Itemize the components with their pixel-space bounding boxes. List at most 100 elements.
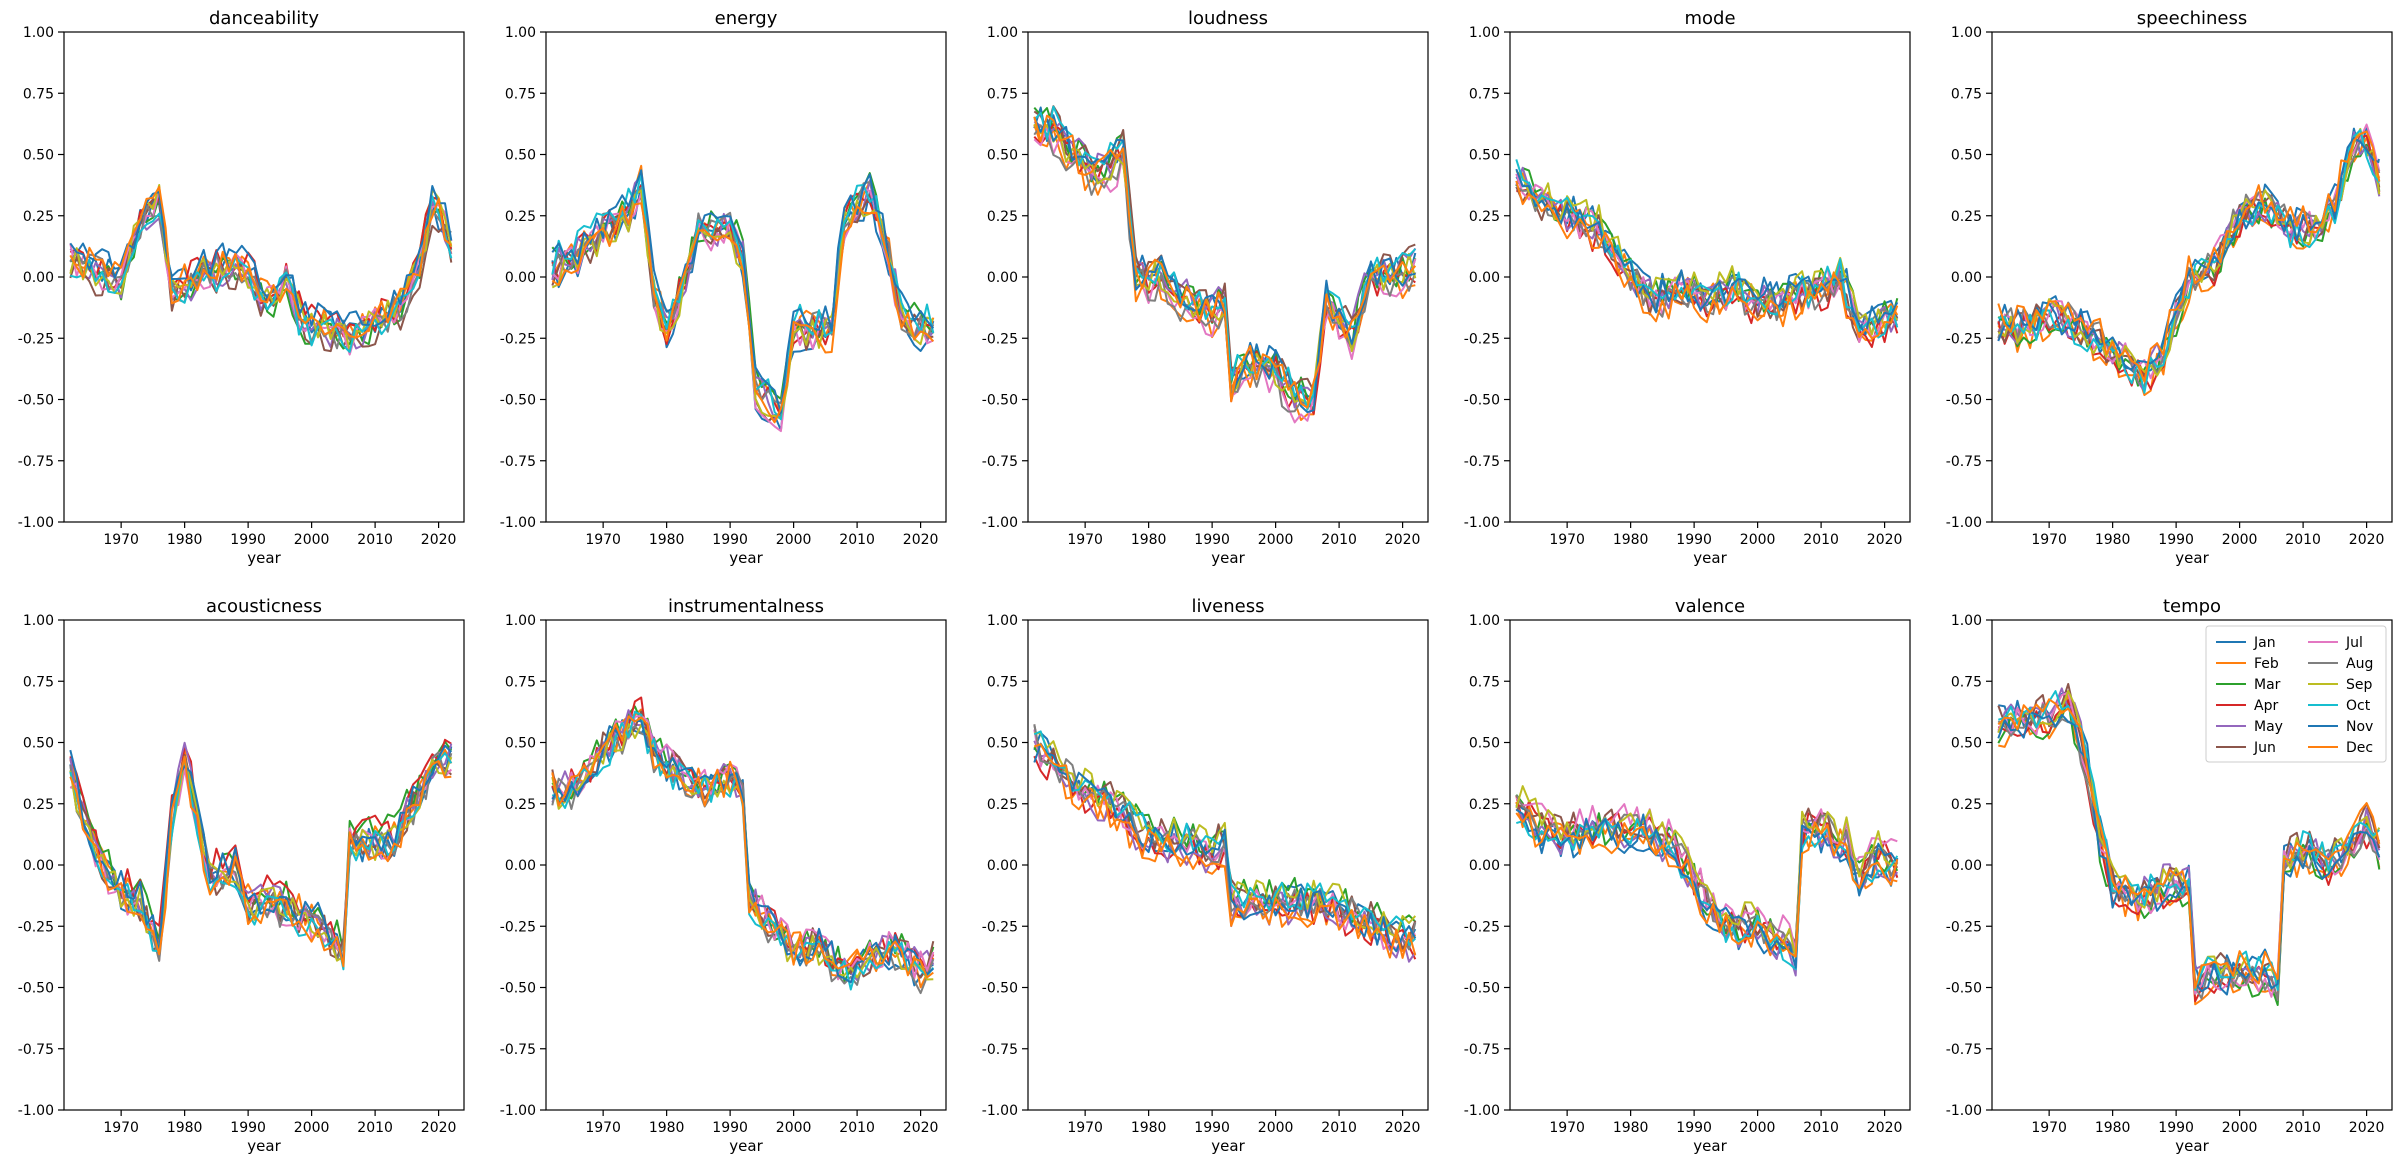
y-tick-label: 0.50 — [1951, 148, 1982, 164]
series-line-Sep — [69, 756, 453, 962]
series-line-Nov — [551, 169, 935, 414]
x-tick-label: 1970 — [1067, 532, 1103, 548]
legend-label-May: May — [2254, 719, 2283, 735]
y-tick-label: 0.00 — [1951, 858, 1982, 874]
y-tick-label: -0.25 — [1464, 331, 1500, 347]
x-tick-label: 1970 — [585, 1120, 621, 1136]
series-line-Oct — [1998, 129, 2381, 394]
y-tick-label: 0.75 — [1951, 674, 1982, 690]
y-tick-label: -0.50 — [1464, 393, 1500, 409]
series-line-Dec — [551, 202, 935, 424]
subplot-energy: -1.00 -0.75 -0.50 -0.25 0.00 0.25 0.50 0.75 1.00… — [500, 8, 947, 567]
series-line-Aug — [69, 751, 453, 962]
subplot-title: tempo — [2163, 596, 2221, 617]
subplot-title: danceability — [209, 8, 319, 29]
y-tick-label: -0.50 — [500, 393, 536, 409]
y-tick-label: 0.00 — [23, 858, 54, 874]
series-group — [1997, 123, 2381, 397]
subplot-title: speechiness — [2137, 8, 2248, 29]
y-tick-label: 0.50 — [23, 148, 54, 164]
y-tick-label: -0.75 — [982, 454, 1018, 470]
y-tick-label: -0.25 — [982, 919, 1018, 935]
y-tick-label: -1.00 — [500, 515, 536, 531]
y-tick-label: 0.25 — [1951, 209, 1982, 225]
series-line-Jun — [1997, 134, 2381, 376]
y-tick-label: 0.50 — [1469, 736, 1500, 752]
series-line-Jul — [1997, 123, 2381, 380]
series-line-Oct — [551, 172, 935, 421]
y-tick-label: 0.25 — [23, 797, 54, 813]
x-tick-label: 1970 — [1549, 1120, 1585, 1136]
x-tick-label: 2000 — [2222, 532, 2258, 548]
y-tick-label: -0.75 — [982, 1042, 1018, 1058]
subplot-title: instrumentalness — [668, 596, 824, 617]
x-tick-label: 1990 — [712, 532, 748, 548]
series-group — [1033, 105, 1417, 424]
y-tick-label: -0.25 — [18, 331, 54, 347]
x-tick-label: 2020 — [903, 532, 939, 548]
series-group — [69, 738, 453, 971]
legend-label-Apr: Apr — [2254, 698, 2278, 714]
x-tick-label: 1990 — [1194, 1120, 1230, 1136]
y-tick-label: -0.25 — [1946, 919, 1982, 935]
subplot-liveness: -1.00 -0.75 -0.50 -0.25 0.00 0.25 0.50 0.75 1.00… — [982, 596, 1429, 1155]
x-tick-label: 2000 — [294, 1120, 330, 1136]
y-tick-label: 0.75 — [987, 674, 1018, 690]
series-line-Sep — [1033, 123, 1417, 404]
subplot-title: valence — [1675, 596, 1745, 617]
y-tick-label: -0.75 — [1464, 1042, 1500, 1058]
y-tick-label: 0.00 — [1469, 270, 1500, 286]
x-tick-label: 1990 — [2158, 1120, 2194, 1136]
x-tick-label: 2020 — [2349, 532, 2385, 548]
x-tick-label: 1970 — [585, 532, 621, 548]
y-tick-label: -0.75 — [18, 1042, 54, 1058]
y-tick-label: 0.00 — [505, 858, 536, 874]
y-tick-label: 1.00 — [505, 25, 536, 41]
series-line-Jun — [69, 198, 453, 353]
y-tick-label: -1.00 — [1946, 1103, 1982, 1119]
x-tick-label: 2010 — [1803, 1120, 1839, 1136]
y-tick-label: 0.75 — [23, 674, 54, 690]
series-line-Jun — [1033, 105, 1416, 392]
y-tick-label: -0.25 — [1464, 919, 1500, 935]
series-group — [69, 184, 453, 356]
y-tick-label: 0.75 — [987, 86, 1018, 102]
y-tick-label: 0.00 — [23, 270, 54, 286]
x-tick-label: 1970 — [103, 532, 139, 548]
x-tick-label: 1990 — [230, 532, 266, 548]
legend-label-Feb: Feb — [2254, 656, 2279, 672]
series-line-Oct — [69, 752, 453, 971]
series-line-Sep — [1515, 170, 1899, 336]
x-tick-label: 1970 — [1067, 1120, 1103, 1136]
series-group — [551, 164, 935, 433]
y-tick-label: -0.50 — [500, 981, 536, 997]
y-tick-label: 0.25 — [987, 209, 1018, 225]
series-line-Jul — [551, 187, 934, 433]
y-tick-label: 0.50 — [1469, 148, 1500, 164]
subplot-mode: -1.00 -0.75 -0.50 -0.25 0.00 0.25 0.50 0.75 1.00… — [1464, 8, 1911, 567]
series-line-Dec — [1515, 180, 1899, 340]
x-tick-label: 1990 — [230, 1120, 266, 1136]
series-line-Dec — [551, 715, 934, 979]
axes-frame — [63, 619, 465, 1111]
legend-label-Jul: Jul — [2345, 635, 2363, 651]
series-line-May — [69, 741, 453, 962]
x-tick-label: 2020 — [2349, 1120, 2385, 1136]
x-tick-label: 2000 — [294, 532, 330, 548]
x-tick-label: 2010 — [357, 1120, 393, 1136]
x-axis-label: year — [2175, 549, 2209, 567]
legend-label-Oct: Oct — [2346, 698, 2371, 714]
x-tick-label: 1990 — [2158, 532, 2194, 548]
x-tick-label: 2020 — [1867, 1120, 1903, 1136]
subplot-tempo: -1.00 -0.75 -0.50 -0.25 0.00 0.25 0.50 0.75 1.00… — [1946, 596, 2393, 1155]
y-tick-label: 0.25 — [1469, 797, 1500, 813]
series-group — [1515, 785, 1899, 977]
y-tick-label: 0.75 — [1951, 86, 1982, 102]
x-tick-label: 2020 — [903, 1120, 939, 1136]
series-line-Jan — [1033, 106, 1417, 407]
y-tick-label: 0.75 — [505, 674, 536, 690]
y-tick-label: 1.00 — [987, 613, 1018, 629]
x-tick-label: 1980 — [2095, 532, 2131, 548]
x-axis-label: year — [1693, 1137, 1727, 1155]
